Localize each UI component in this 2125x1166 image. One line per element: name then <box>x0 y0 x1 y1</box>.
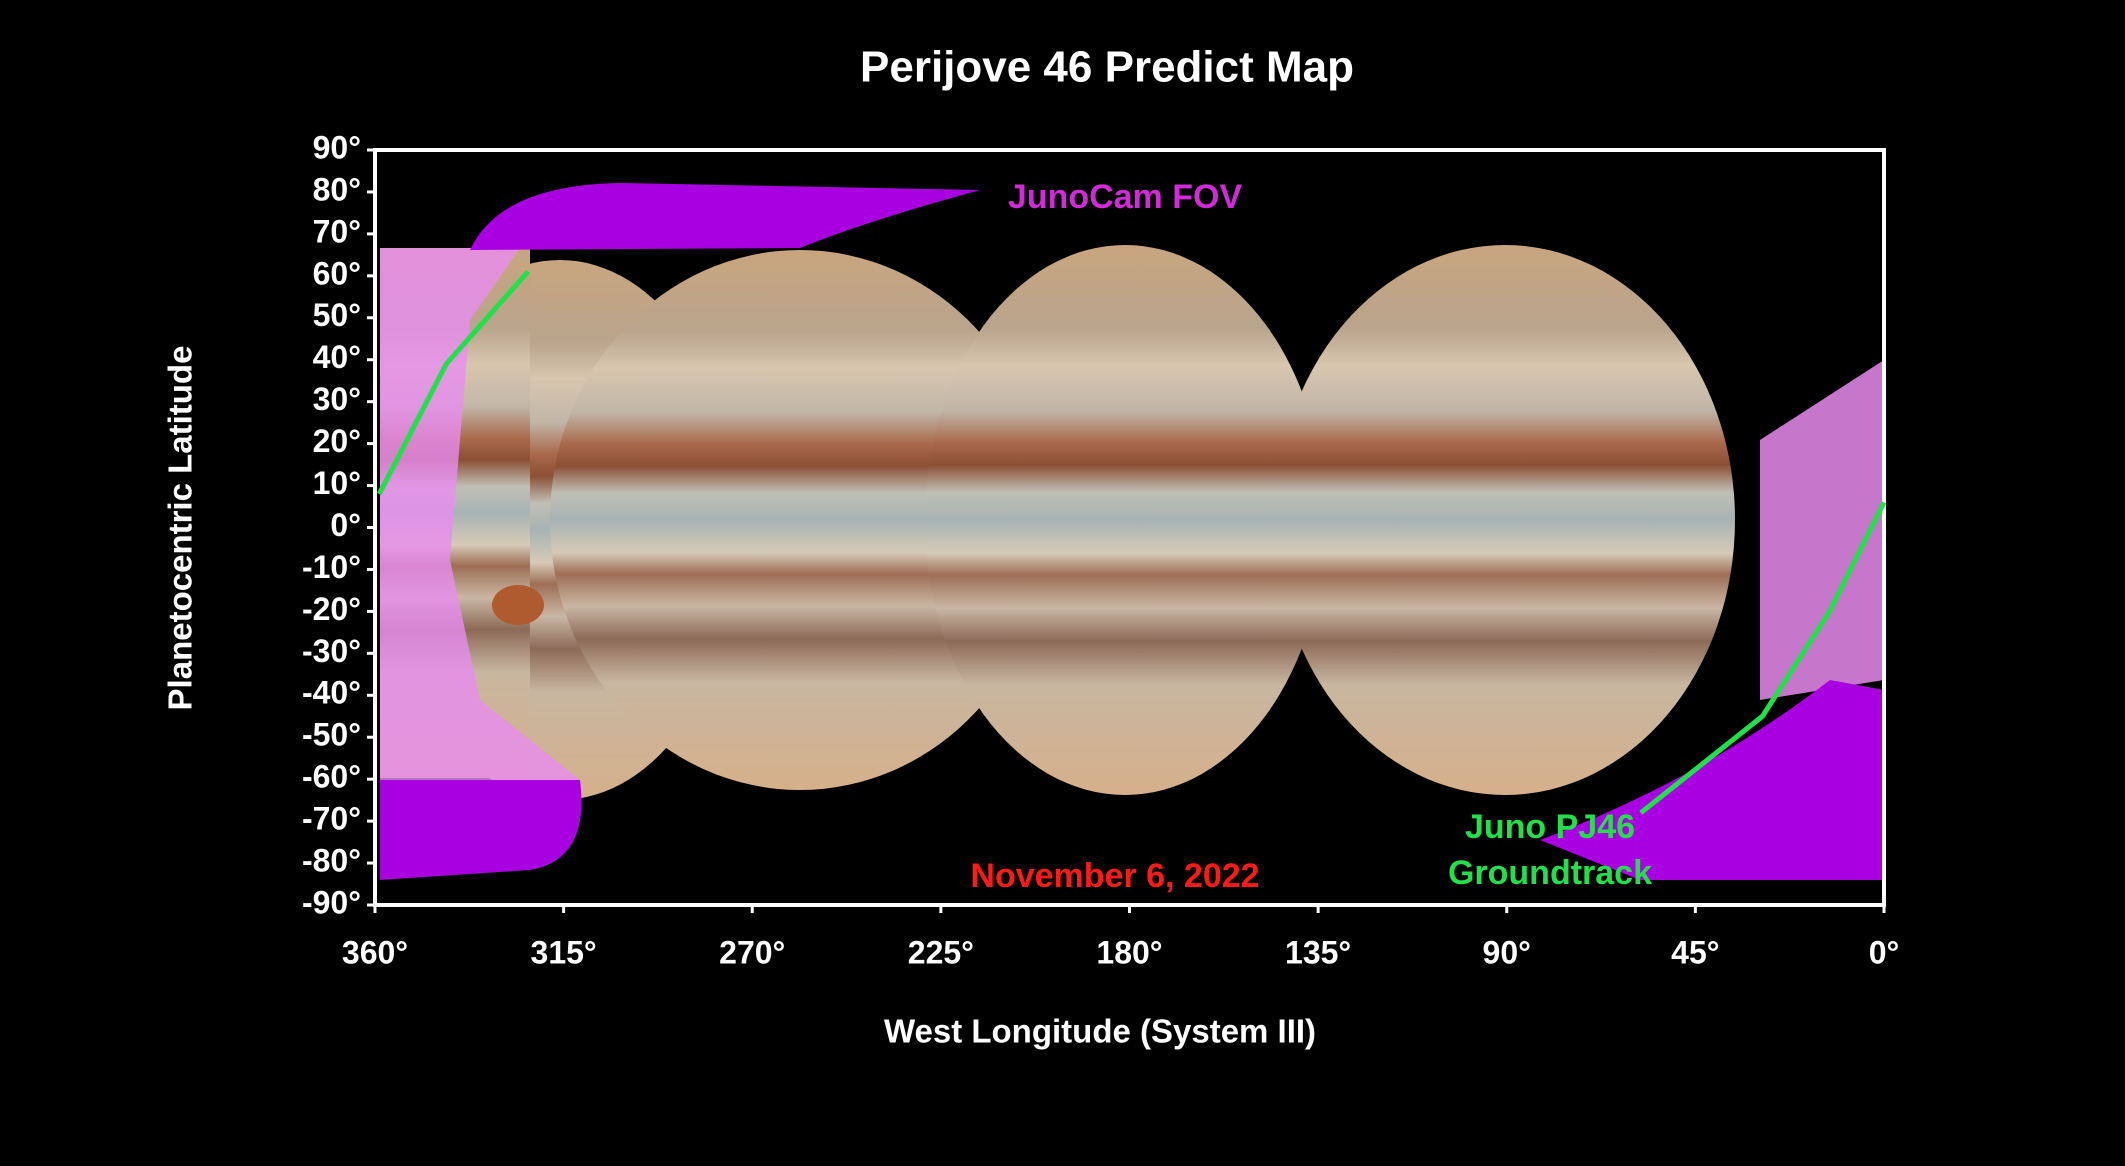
groundtrack <box>376 269 1887 815</box>
x-tick-label: 180° <box>1096 934 1162 970</box>
y-tick-label: 40° <box>313 339 361 375</box>
annotation: Groundtrack <box>1448 854 1652 892</box>
y-tick-label: 50° <box>313 297 361 333</box>
y-tick-label: 10° <box>313 465 361 501</box>
y-tick-label: -30° <box>302 633 361 669</box>
y-axis-label: Planetocentric Latitude <box>162 346 199 711</box>
x-tick-label: 270° <box>719 934 785 970</box>
y-tick-label: 60° <box>313 255 361 291</box>
y-tick-label: 20° <box>313 423 361 459</box>
x-tick-label: 135° <box>1285 934 1351 970</box>
annotation: Juno PJ46 <box>1465 808 1635 846</box>
y-tick-label: 80° <box>313 171 361 207</box>
chart-title: Perijove 46 Predict Map <box>860 43 1354 92</box>
y-tick-label: -40° <box>302 675 361 711</box>
map-imagery <box>380 183 1884 880</box>
annotation: JunoCam FOV <box>1008 178 1243 216</box>
x-tick-label: 0° <box>1869 934 1900 970</box>
x-tick-label: 225° <box>908 934 974 970</box>
y-tick-label: 70° <box>313 213 361 249</box>
y-tick-label: -70° <box>302 801 361 837</box>
y-tick-label: -10° <box>302 549 361 585</box>
annotation: November 6, 2022 <box>970 857 1259 895</box>
y-tick-label: -50° <box>302 717 361 753</box>
y-tick-label: -90° <box>302 884 361 920</box>
x-tick-label: 315° <box>531 934 597 970</box>
y-tick-label: -60° <box>302 759 361 795</box>
y-tick-label: 90° <box>313 129 361 165</box>
y-tick-label: -20° <box>302 591 361 627</box>
y-tick-label: -80° <box>302 843 361 879</box>
x-tick-label: 45° <box>1671 934 1719 970</box>
x-tick-label: 360° <box>342 934 408 970</box>
y-tick-label: 30° <box>313 381 361 417</box>
x-tick-label: 90° <box>1483 934 1531 970</box>
y-tick-label: 0° <box>330 507 361 543</box>
x-axis-label: West Longitude (System III) <box>884 1013 1316 1050</box>
